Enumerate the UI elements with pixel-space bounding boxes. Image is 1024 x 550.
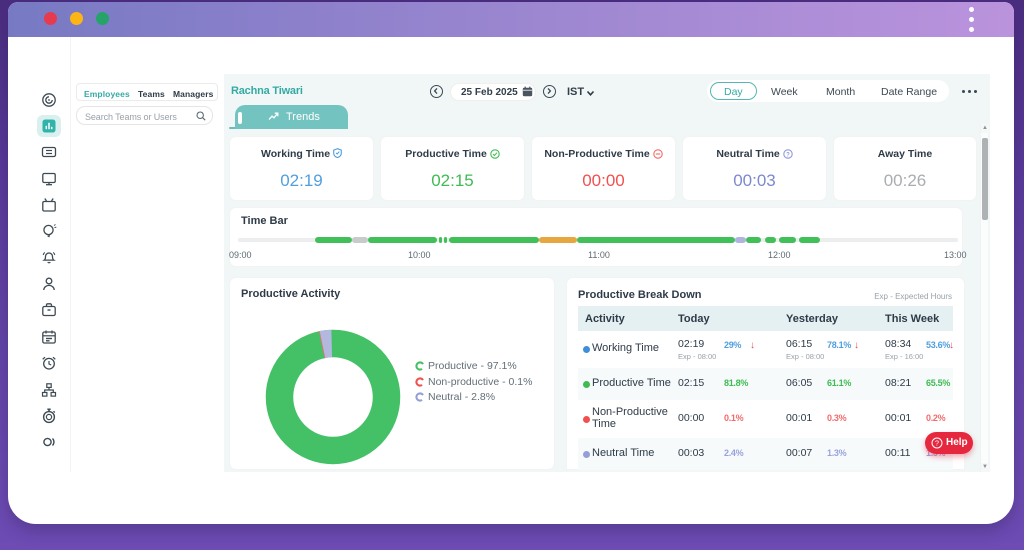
svg-text:?: ? (786, 152, 790, 158)
svg-text:?: ? (935, 439, 939, 448)
